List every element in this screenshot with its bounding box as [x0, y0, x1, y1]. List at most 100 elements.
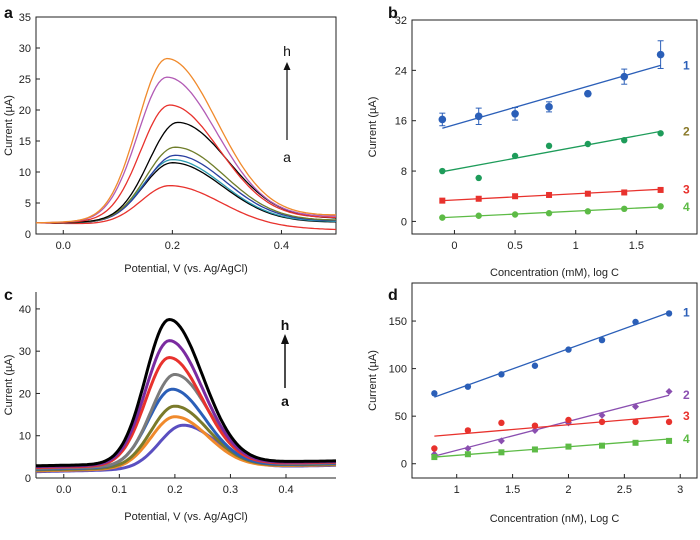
data-point-1 [545, 103, 553, 111]
curve-a [35, 184, 337, 231]
data-point-1 [565, 346, 572, 353]
data-point-1 [531, 362, 539, 369]
data-point-4 [439, 214, 446, 221]
y-tick-label: 25 [19, 74, 31, 86]
annotation-bottom: a [281, 393, 289, 409]
curve-g [36, 104, 336, 224]
data-point-3 [657, 186, 664, 193]
curve-f [36, 355, 337, 469]
data-point-4 [431, 454, 438, 461]
y-tick-label: 20 [19, 105, 31, 117]
data-point-2 [632, 403, 640, 411]
x-tick-label: 1 [454, 484, 460, 496]
x-axis-title: Potential, V (vs. Ag/AgCl) [124, 263, 248, 275]
data-point-2 [475, 174, 482, 182]
data-point-1 [464, 383, 472, 390]
x-tick-label: 0.2 [165, 240, 180, 252]
plot-frame [35, 16, 337, 235]
data-point-3 [431, 445, 438, 452]
data-point-1 [656, 50, 665, 59]
x-axis-title: Concentration (mM), log C [490, 267, 619, 279]
data-point-2 [584, 140, 592, 148]
plot-frame [411, 19, 698, 235]
data-point-1 [620, 72, 629, 81]
y-tick-label: 30 [19, 43, 31, 55]
data-point-3 [546, 191, 553, 198]
data-point-2 [545, 142, 553, 150]
y-tick-label: 0 [401, 216, 407, 228]
data-point-4 [584, 208, 592, 215]
y-tick-label: 35 [19, 12, 31, 24]
y-axis-title: Current (µA) [3, 355, 15, 416]
data-point-3 [598, 418, 606, 426]
y-tick-label: 32 [395, 15, 407, 27]
data-point-4 [621, 205, 628, 213]
data-point-1 [438, 115, 447, 124]
series-label-4: 4 [683, 200, 690, 214]
data-point-2 [439, 167, 446, 175]
data-point-1 [632, 318, 639, 326]
panel-a: a 0.0 0.2 0.4 0 5 10 15 20 25 30 35 Potential, V (vs… [3, 5, 337, 275]
curve-e [35, 373, 336, 470]
panel-c: c 0.0 0.1 0.2 0.3 0.4 0 10 20 30 40 Potential, V (v… [3, 287, 337, 523]
panel-letter: a [4, 5, 13, 22]
y-tick-label: 15 [19, 136, 31, 148]
x-tick-label: 0.4 [274, 240, 289, 252]
data-point-3 [565, 416, 572, 424]
data-point-1 [598, 336, 606, 344]
curve-d [36, 387, 337, 471]
data-point-2 [657, 130, 664, 137]
curve-h2 [36, 57, 337, 224]
data-point-3 [475, 195, 482, 202]
data-point-2 [598, 411, 606, 419]
fit-line-2 [442, 130, 661, 173]
data-point-3 [621, 189, 628, 196]
x-tick-label: 2.5 [617, 484, 632, 496]
data-point-4 [565, 443, 572, 450]
data-point-2 [511, 152, 519, 160]
x-tick-label: 0.5 [507, 240, 522, 252]
data-point-4 [632, 439, 639, 446]
y-tick-label: 40 [19, 304, 31, 316]
data-point-2 [464, 445, 472, 453]
y-tick-label: 100 [389, 364, 407, 376]
x-tick-label: 0.4 [278, 484, 293, 496]
data-point-3 [439, 197, 446, 204]
x-tick-label: 0.1 [112, 484, 127, 496]
series-label-3: 3 [683, 182, 690, 196]
data-point-4 [666, 437, 673, 444]
annotation-top: h [283, 43, 291, 59]
series-label-2: 2 [683, 388, 690, 402]
data-point-4 [545, 210, 553, 217]
data-point-1 [511, 109, 519, 118]
curve-c [36, 158, 336, 224]
y-tick-label: 30 [19, 346, 31, 358]
y-axis-title: Current (µA) [367, 97, 379, 158]
curve-h1 [36, 76, 337, 224]
y-tick-label: 8 [401, 166, 407, 178]
panel-d: d 1 1.5 2 2.5 3 0 50 100 150 Concentration (nM), L… [367, 282, 698, 525]
data-point-4 [498, 449, 505, 456]
x-tick-label: 0.0 [56, 240, 71, 252]
x-axis-title: Potential, V (vs. Ag/AgCl) [124, 511, 248, 523]
data-point-3 [665, 418, 673, 426]
data-point-2 [497, 437, 505, 445]
data-point-1 [584, 89, 592, 98]
data-point-3 [498, 419, 505, 427]
x-tick-label: 1.5 [629, 240, 644, 252]
data-point-2 [621, 137, 628, 144]
data-point-3 [464, 427, 472, 434]
data-point-3 [632, 418, 639, 426]
y-axis-title: Current (µA) [3, 95, 15, 156]
data-point-4 [599, 442, 605, 449]
series-label-2: 2 [683, 124, 690, 138]
annotation-top: h [281, 317, 290, 333]
fit-line-4 [434, 438, 670, 458]
x-tick-label: 2 [565, 484, 571, 496]
y-tick-label: 0 [25, 229, 31, 241]
annotation-arrowhead [281, 334, 289, 344]
data-point-4 [531, 446, 538, 453]
curve-g [35, 339, 337, 469]
x-tick-label: 0.0 [56, 484, 71, 496]
